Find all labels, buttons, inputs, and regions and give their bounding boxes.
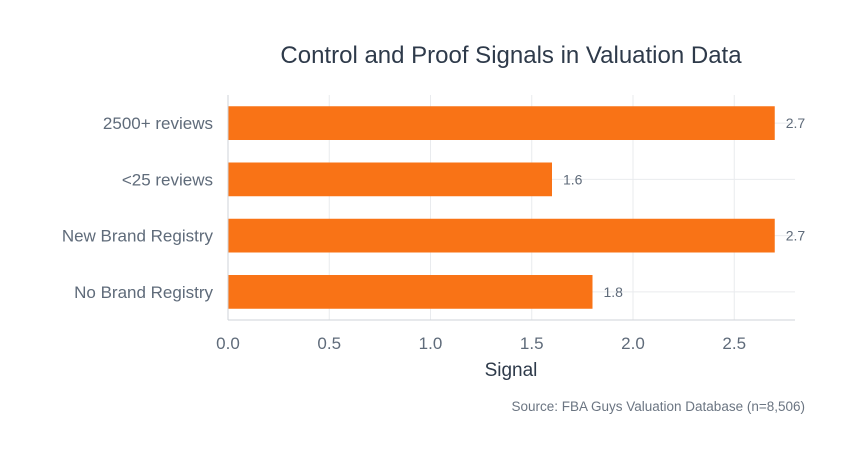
- category-label: New Brand Registry: [62, 227, 214, 246]
- bar: [228, 162, 552, 197]
- category-label: <25 reviews: [122, 170, 213, 189]
- label-layer: 0.0 0.5 1.0 1.5 2.0 2.5 2500+ reviews 2.7 <25 re…: [62, 114, 806, 353]
- x-tick-label: 2.0: [621, 334, 645, 353]
- data-label: 2.7: [786, 115, 806, 131]
- source-note: Source: FBA Guys Valuation Database (n=8…: [511, 399, 805, 414]
- bar: [228, 275, 593, 309]
- data-label: 2.7: [786, 228, 806, 244]
- x-tick-label: 1.5: [520, 334, 544, 353]
- x-tick-label: 2.5: [722, 334, 746, 353]
- data-label: 1.6: [563, 171, 583, 187]
- x-tick-label: 1.0: [419, 334, 443, 353]
- x-tick-label: 0.0: [216, 334, 240, 353]
- bar: [228, 218, 775, 253]
- bar-layer: [228, 106, 775, 309]
- category-label: 2500+ reviews: [103, 114, 213, 133]
- chart-title: Control and Proof Signals in Valuation D…: [280, 42, 742, 69]
- x-tick-label: 0.5: [317, 334, 341, 353]
- bar: [228, 106, 775, 140]
- category-label: No Brand Registry: [74, 283, 213, 302]
- data-label: 1.8: [604, 284, 624, 300]
- x-axis-title: Signal: [485, 360, 538, 381]
